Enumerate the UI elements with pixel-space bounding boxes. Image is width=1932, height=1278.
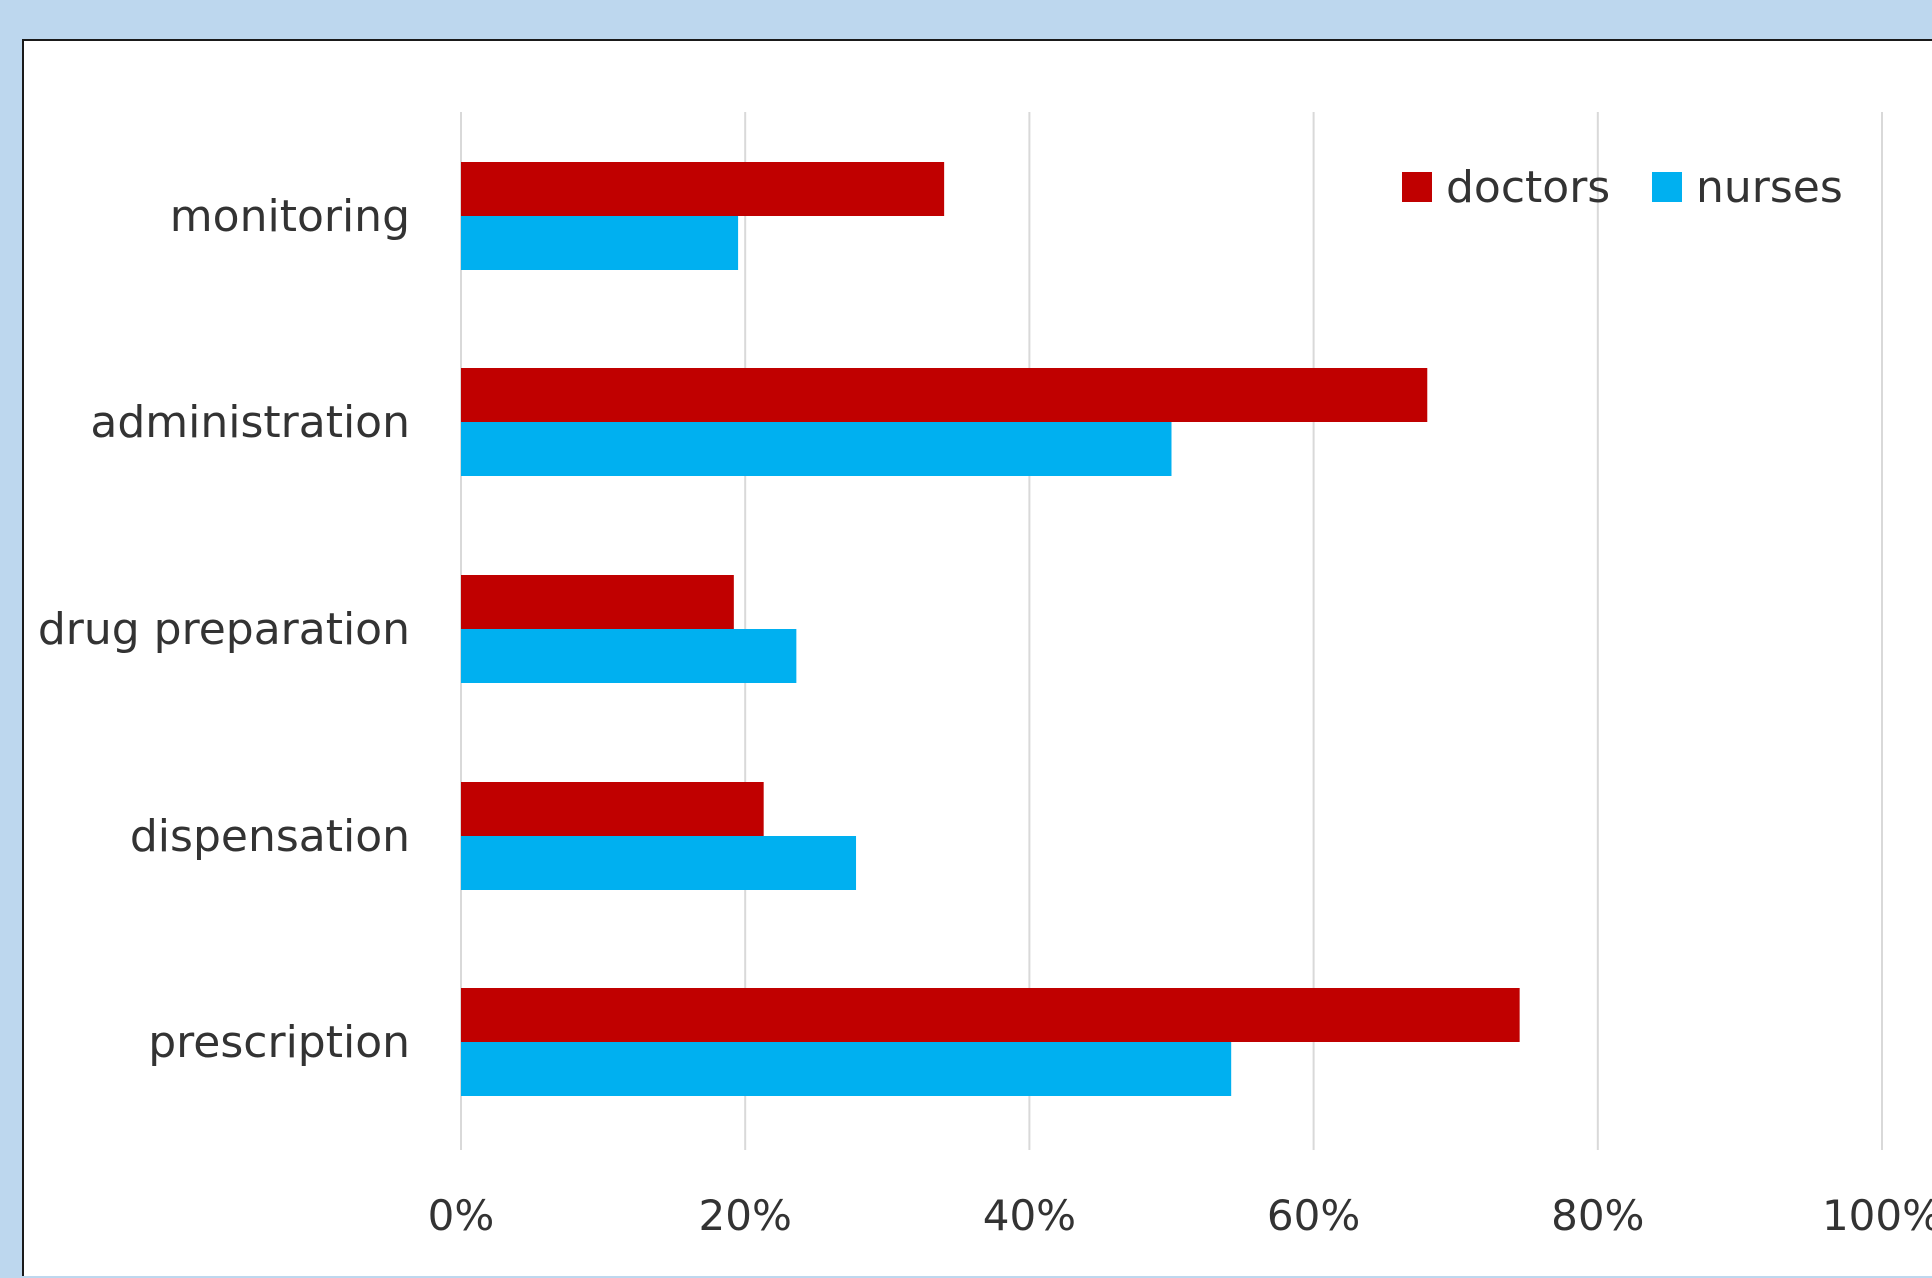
chart-area: monitoring administration drug preparation…	[22, 39, 1932, 1276]
bar-nurses-prescription	[461, 1042, 1232, 1096]
legend-item-doctors: doctors	[1402, 162, 1610, 213]
legend-label: nurses	[1696, 162, 1843, 213]
bar-doctors-administration	[461, 368, 1428, 422]
bar-doctors-prescription	[461, 988, 1520, 1042]
x-tick-label: 100%	[1822, 1191, 1932, 1240]
category-label: drug preparation	[38, 604, 410, 655]
bar-doctors-monitoring	[461, 162, 945, 216]
bar-nurses-drug-preparation	[461, 629, 797, 683]
x-tick-label: 60%	[1267, 1191, 1360, 1240]
category-label: dispensation	[130, 811, 410, 862]
bar-nurses-dispensation	[461, 836, 857, 890]
x-tick-labels: 0% 20% 40% 60% 80% 100%	[428, 1191, 1932, 1240]
x-tick-label: 80%	[1551, 1191, 1644, 1240]
x-tick-label: 40%	[983, 1191, 1076, 1240]
legend-swatch	[1652, 172, 1682, 202]
category-label: monitoring	[170, 191, 410, 242]
bar-doctors-drug-preparation	[461, 575, 734, 629]
bar-nurses-monitoring	[461, 216, 739, 270]
bar-chart: monitoring administration drug preparation…	[38, 112, 1932, 1240]
x-tick-label: 20%	[699, 1191, 792, 1240]
x-tick-label: 0%	[428, 1191, 495, 1240]
legend: doctors nurses	[1402, 162, 1843, 213]
bars	[461, 162, 1520, 1096]
bar-doctors-dispensation	[461, 782, 764, 836]
gridlines	[460, 112, 1883, 1150]
category-label: administration	[90, 397, 410, 448]
bar-nurses-administration	[461, 422, 1172, 476]
legend-item-nurses: nurses	[1652, 162, 1843, 213]
legend-swatch	[1402, 172, 1432, 202]
category-label: prescription	[148, 1017, 410, 1068]
category-labels: monitoring administration drug preparation…	[38, 191, 410, 1068]
legend-label: doctors	[1446, 162, 1610, 213]
